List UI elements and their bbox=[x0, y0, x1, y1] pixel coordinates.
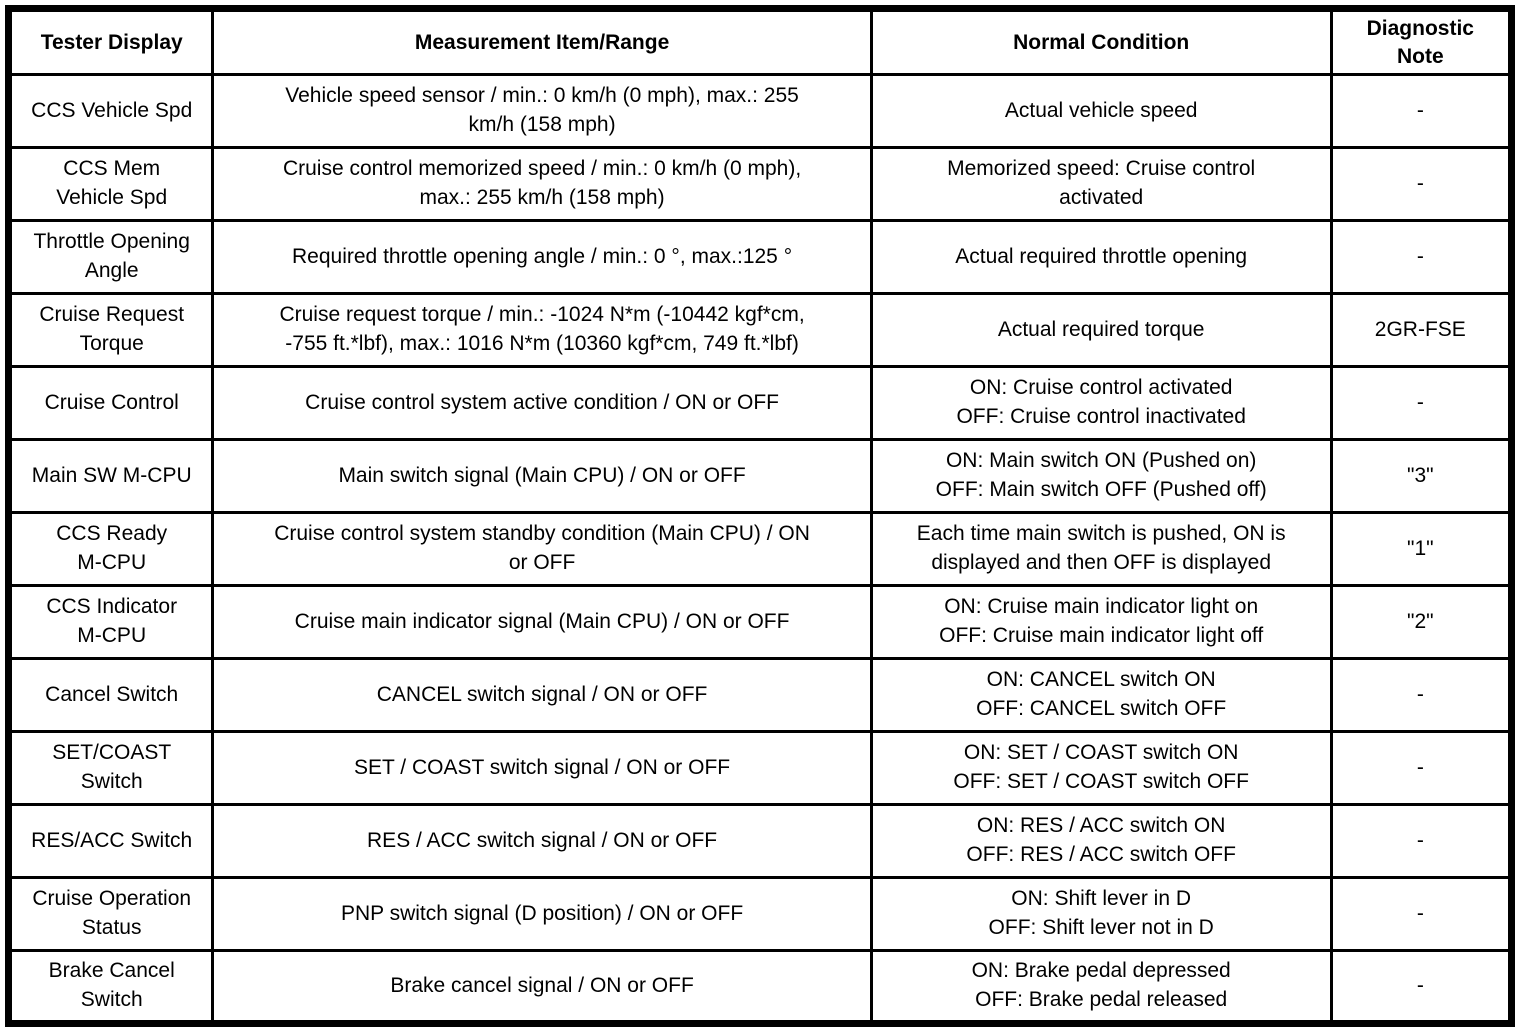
table-row: Cruise Control Cruise control system act… bbox=[6, 365, 1514, 441]
cell-tester-display: CCS Mem Vehicle Spd bbox=[6, 146, 215, 222]
cell-measurement: RES / ACC switch signal / ON or OFF bbox=[211, 803, 873, 879]
table-body: CCS Vehicle Spd Vehicle speed sensor / m… bbox=[6, 73, 1514, 1025]
table-row: Brake Cancel Switch Brake cancel signal … bbox=[6, 949, 1514, 1025]
cell-diagnostic-note: - bbox=[1329, 730, 1514, 806]
cell-normal-condition: ON: Shift lever in D OFF: Shift lever no… bbox=[869, 876, 1333, 952]
table-row: Main SW M-CPU Main switch signal (Main C… bbox=[6, 438, 1514, 514]
cell-diagnostic-note: - bbox=[1329, 803, 1514, 879]
cell-tester-display: CCS Indicator M-CPU bbox=[6, 584, 215, 660]
cell-normal-condition: Each time main switch is pushed, ON is d… bbox=[869, 511, 1333, 587]
table-row: SET/COAST Switch SET / COAST switch sign… bbox=[6, 730, 1514, 806]
cell-diagnostic-note: 2GR-FSE bbox=[1329, 292, 1514, 368]
diagnostic-data-table: Tester Display Measurement Item/Range No… bbox=[5, 5, 1515, 1027]
cell-tester-display: SET/COAST Switch bbox=[6, 730, 215, 806]
cell-diagnostic-note: - bbox=[1329, 949, 1514, 1025]
cell-normal-condition: ON: Cruise main indicator light on OFF: … bbox=[869, 584, 1333, 660]
cell-normal-condition: ON: Brake pedal depressed OFF: Brake ped… bbox=[869, 949, 1333, 1025]
cell-tester-display: Main SW M-CPU bbox=[6, 438, 215, 514]
column-header-tester-display: Tester Display bbox=[6, 7, 215, 76]
cell-normal-condition: Actual required throttle opening bbox=[869, 219, 1333, 295]
cell-tester-display: Cruise Control bbox=[6, 365, 215, 441]
cell-normal-condition: ON: CANCEL switch ON OFF: CANCEL switch … bbox=[869, 657, 1333, 733]
cell-measurement: Cruise control system active condition /… bbox=[211, 365, 873, 441]
cell-diagnostic-note: - bbox=[1329, 365, 1514, 441]
cell-normal-condition: ON: RES / ACC switch ON OFF: RES / ACC s… bbox=[869, 803, 1333, 879]
cell-tester-display: Brake Cancel Switch bbox=[6, 949, 215, 1025]
table-row: Cruise Operation Status PNP switch signa… bbox=[6, 876, 1514, 952]
cell-measurement: PNP switch signal (D position) / ON or O… bbox=[211, 876, 873, 952]
cell-tester-display: Cruise Operation Status bbox=[6, 876, 215, 952]
cell-normal-condition: ON: SET / COAST switch ON OFF: SET / COA… bbox=[869, 730, 1333, 806]
cell-normal-condition: ON: Cruise control activated OFF: Cruise… bbox=[869, 365, 1333, 441]
cell-diagnostic-note: - bbox=[1329, 219, 1514, 295]
cell-tester-display: Cancel Switch bbox=[6, 657, 215, 733]
table-row: CCS Indicator M-CPU Cruise main indicato… bbox=[6, 584, 1514, 660]
cell-diagnostic-note: - bbox=[1329, 146, 1514, 222]
cell-measurement: Cruise control system standby condition … bbox=[211, 511, 873, 587]
cell-normal-condition: Memorized speed: Cruise control activate… bbox=[869, 146, 1333, 222]
cell-normal-condition: Actual vehicle speed bbox=[869, 73, 1333, 149]
cell-measurement: Cruise main indicator signal (Main CPU) … bbox=[211, 584, 873, 660]
cell-diagnostic-note: "2" bbox=[1329, 584, 1514, 660]
table-row: CCS Vehicle Spd Vehicle speed sensor / m… bbox=[6, 73, 1514, 149]
cell-tester-display: CCS Vehicle Spd bbox=[6, 73, 215, 149]
cell-normal-condition: Actual required torque bbox=[869, 292, 1333, 368]
cell-measurement: Cruise control memorized speed / min.: 0… bbox=[211, 146, 873, 222]
cell-measurement: CANCEL switch signal / ON or OFF bbox=[211, 657, 873, 733]
table-row: RES/ACC Switch RES / ACC switch signal /… bbox=[6, 803, 1514, 879]
cell-diagnostic-note: - bbox=[1329, 876, 1514, 952]
cell-diagnostic-note: "3" bbox=[1329, 438, 1514, 514]
cell-normal-condition: ON: Main switch ON (Pushed on) OFF: Main… bbox=[869, 438, 1333, 514]
cell-measurement: Cruise request torque / min.: -1024 N*m … bbox=[211, 292, 873, 368]
column-header-measurement-item-range: Measurement Item/Range bbox=[211, 7, 873, 76]
table-row: CCS Ready M-CPU Cruise control system st… bbox=[6, 511, 1514, 587]
table-row: CCS Mem Vehicle Spd Cruise control memor… bbox=[6, 146, 1514, 222]
table-row: Cancel Switch CANCEL switch signal / ON … bbox=[6, 657, 1514, 733]
cell-diagnostic-note: "1" bbox=[1329, 511, 1514, 587]
cell-measurement: Required throttle opening angle / min.: … bbox=[211, 219, 873, 295]
cell-tester-display: RES/ACC Switch bbox=[6, 803, 215, 879]
cell-diagnostic-note: - bbox=[1329, 657, 1514, 733]
column-header-diagnostic-note: Diagnostic Note bbox=[1329, 7, 1514, 76]
cell-diagnostic-note: - bbox=[1329, 73, 1514, 149]
table-row: Throttle Opening Angle Required throttle… bbox=[6, 219, 1514, 295]
cell-measurement: Vehicle speed sensor / min.: 0 km/h (0 m… bbox=[211, 73, 873, 149]
cell-measurement: Main switch signal (Main CPU) / ON or OF… bbox=[211, 438, 873, 514]
cell-tester-display: Throttle Opening Angle bbox=[6, 219, 215, 295]
header-row: Tester Display Measurement Item/Range No… bbox=[6, 7, 1514, 76]
cell-measurement: SET / COAST switch signal / ON or OFF bbox=[211, 730, 873, 806]
cell-tester-display: Cruise Request Torque bbox=[6, 292, 215, 368]
cell-tester-display: CCS Ready M-CPU bbox=[6, 511, 215, 587]
cell-measurement: Brake cancel signal / ON or OFF bbox=[211, 949, 873, 1025]
column-header-normal-condition: Normal Condition bbox=[869, 7, 1333, 76]
table-header-row: Tester Display Measurement Item/Range No… bbox=[6, 7, 1514, 76]
table-row: Cruise Request Torque Cruise request tor… bbox=[6, 292, 1514, 368]
